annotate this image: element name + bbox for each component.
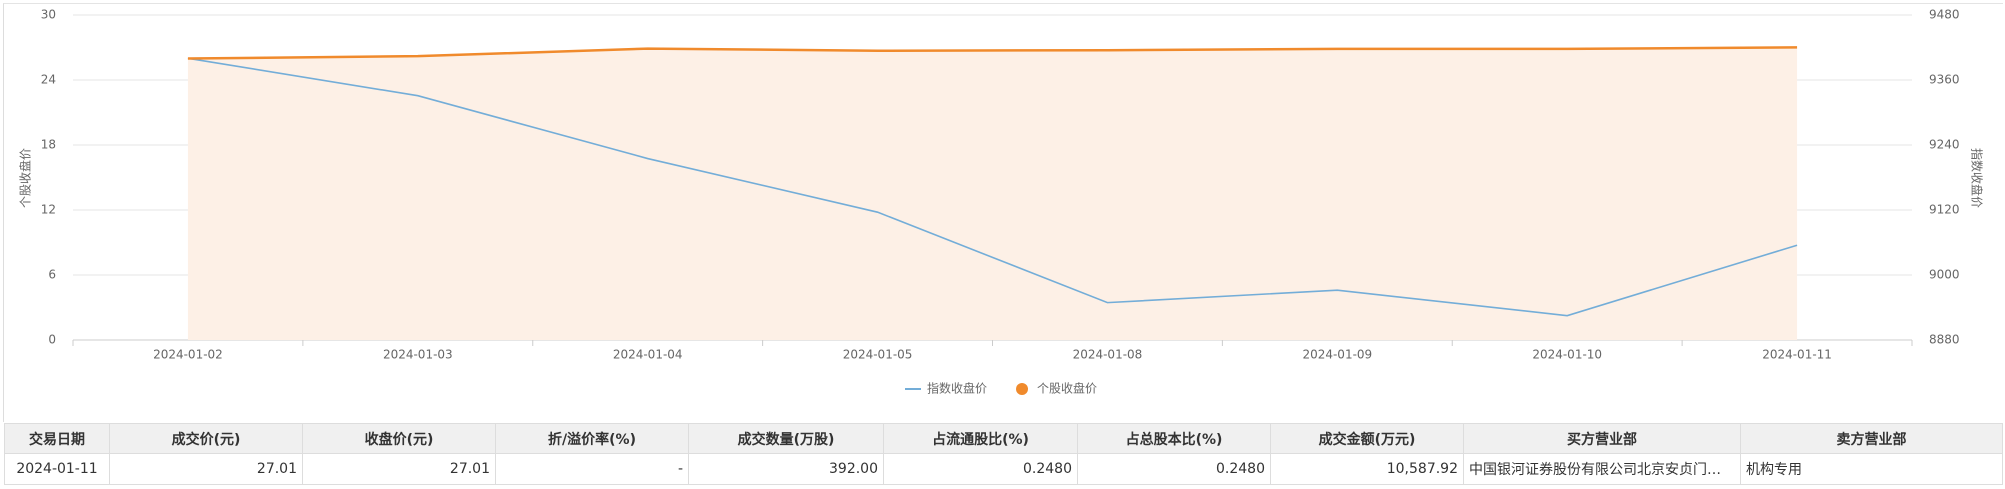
y-tick-label: 24 — [41, 73, 56, 87]
x-tick-label: 2024-01-02 — [153, 348, 223, 362]
x-tick-label: 2024-01-09 — [1302, 348, 1372, 362]
y2-tick-label: 8880 — [1929, 333, 1960, 347]
table-cell: 中国银河证券股份有限公司北京安贞门… — [1463, 453, 1741, 485]
table-row: 2024-01-11 27.01 27.01-392.00 0.2480 0.2480 1… — [4, 453, 2003, 485]
series-line — [187, 46, 1798, 60]
legend-icon — [1016, 383, 1028, 395]
column-header: 占总股本比(%) — [1077, 423, 1271, 454]
column-header: 成交数量(万股) — [688, 423, 884, 454]
x-tick-label: 2024-01-10 — [1532, 348, 1602, 362]
table-cell: 392.00 — [688, 453, 884, 485]
chart: 个股收盘价 指数收盘价 0 6 12 18 24 30 8880 9000 9120 9240 93… — [18, 8, 1985, 396]
x-tick-label: 2024-01-04 — [613, 348, 683, 362]
y2-tick-label: 9480 — [1929, 8, 1960, 22]
legend-label: 指数收盘价 — [927, 381, 987, 396]
y2-tick-label: 9240 — [1929, 138, 1960, 152]
series-line — [187, 57, 1798, 317]
legend-label: 个股收盘价 — [1037, 381, 1097, 396]
table-body: 2024-01-11 27.01 27.01-392.00 0.2480 0.2480 1… — [4, 453, 2003, 485]
column-header: 成交价(元) — [109, 423, 303, 454]
y-tick-label: 6 — [48, 268, 56, 282]
table-cell: 2024-01-11 — [4, 453, 110, 485]
trade-table: 交易日期 成交价(元) 收盘价(元) 折/溢价率(%) 成交数量(万股) 占流通股比(%)… — [4, 423, 2003, 485]
y-tick-label: 12 — [41, 203, 56, 217]
column-header: 交易日期 — [4, 423, 110, 454]
series-area — [187, 47, 1798, 341]
table-cell: 27.01 — [302, 453, 496, 485]
y-axis-title: 个股收盘价 — [18, 148, 33, 208]
table-cell: 27.01 — [109, 453, 303, 485]
x-tick-label: 2024-01-05 — [843, 348, 913, 362]
x-tick-label: 2024-01-11 — [1762, 348, 1832, 362]
column-header: 占流通股比(%) — [883, 423, 1078, 454]
table-cell: 0.2480 — [883, 453, 1078, 485]
frame — [3, 3, 2003, 422]
column-header: 买方营业部 — [1463, 423, 1741, 454]
column-header: 成交金额(万元) — [1270, 423, 1464, 454]
y2-tick-label: 9360 — [1929, 73, 1960, 87]
table-cell: - — [495, 453, 689, 485]
y-tick-label: 18 — [41, 138, 56, 152]
column-header: 折/溢价率(%) — [495, 423, 689, 454]
table-cell: 10,587.92 — [1270, 453, 1464, 485]
column-header: 卖方营业部 — [1740, 423, 2003, 454]
table-header: 交易日期 成交价(元) 收盘价(元) 折/溢价率(%) 成交数量(万股) 占流通股比(%)… — [4, 423, 2003, 454]
column-header: 收盘价(元) — [302, 423, 496, 454]
y2-tick-label: 9120 — [1929, 203, 1960, 217]
table-cell: 0.2480 — [1077, 453, 1271, 485]
y-tick-label: 0 — [48, 333, 56, 347]
x-tick-label: 2024-01-03 — [383, 348, 453, 362]
y2-tick-label: 9000 — [1929, 268, 1960, 282]
y2-axis-title: 指数收盘价 — [1970, 148, 1985, 208]
y-tick-label: 30 — [41, 8, 56, 22]
table-cell: 机构专用 — [1740, 453, 2003, 485]
x-tick-label: 2024-01-08 — [1073, 348, 1143, 362]
